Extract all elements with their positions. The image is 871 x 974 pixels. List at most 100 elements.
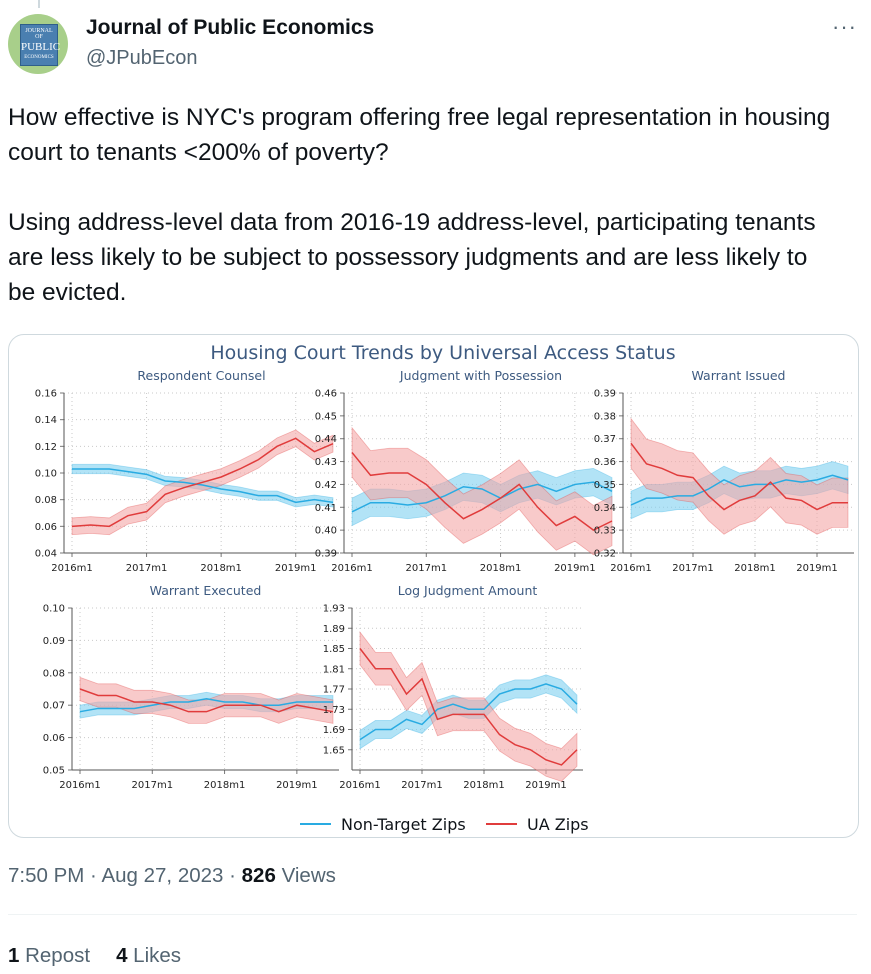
tweet-media-image[interactable]: Housing Court Trends by Universal Access…: [8, 334, 859, 838]
y-tick-label: 1.93: [323, 604, 345, 615]
panel-title: Warrant Issued: [692, 368, 786, 383]
panel-5: Log Judgment Amount 1.65 1.69 1.73 1.77 1.81 1…: [323, 583, 583, 791]
views-label: Views: [275, 864, 336, 887]
reposts-count: 1: [8, 944, 20, 967]
y-tick-label: 0.09: [43, 636, 65, 647]
legend-label-ua: UA Zips: [527, 815, 589, 834]
panel-3: Warrant Issued 0.32 0.33 0.34 0.35 0.36 0.37 0.…: [594, 368, 854, 574]
y-tick-label: 0.10: [43, 604, 65, 615]
journal-cover-logo: JOURNAL OF PUBLIC ECONOMICS: [20, 24, 61, 66]
author-handle[interactable]: @JPubEcon: [86, 47, 198, 69]
y-tick-label: 0.12: [35, 442, 57, 453]
y-tick-label: 0.39: [594, 389, 616, 400]
y-tick-label: 1.81: [323, 664, 345, 675]
non-target-series-line: [630, 474, 849, 506]
y-tick-label: 0.39: [315, 549, 337, 560]
tweet-paragraph-1: How effective is NYC's program offering …: [8, 104, 831, 166]
y-tick-label: 1.65: [323, 745, 345, 756]
y-tick-label: 0.33: [594, 526, 616, 537]
panel-title: Log Judgment Amount: [398, 583, 538, 598]
x-tick-label: 2016m1: [51, 563, 93, 574]
y-tick-label: 0.41: [315, 503, 337, 514]
x-tick-label: 2019m1: [276, 780, 318, 791]
y-tick-label: 0.04: [35, 549, 57, 560]
tweet-text: How effective is NYC's program offering …: [8, 100, 838, 310]
x-tick-label: 2016m1: [331, 563, 373, 574]
panel-title: Respondent Counsel: [137, 368, 265, 383]
x-tick-label: 2017m1: [672, 563, 714, 574]
x-tick-label: 2019m1: [525, 780, 567, 791]
tweet-meta: 7:50 PM · Aug 27, 2023 · 826 Views: [8, 864, 336, 888]
y-tick-label: 0.34: [594, 503, 616, 514]
y-tick-label: 1.85: [323, 644, 345, 655]
y-tick-label: 0.08: [35, 495, 57, 506]
x-tick-label: 2016m1: [59, 780, 101, 791]
tweet-time[interactable]: 7:50 PM: [8, 864, 85, 887]
y-tick-label: 0.44: [315, 434, 337, 445]
avatar-text-3: ECONOMICS: [24, 55, 54, 60]
x-tick-label: 2019m1: [275, 563, 317, 574]
y-tick-label: 0.07: [43, 701, 65, 712]
x-tick-label: 2018m1: [463, 780, 505, 791]
y-tick-label: 0.05: [43, 766, 65, 777]
x-tick-label: 2018m1: [200, 563, 242, 574]
ua-confidence-band: [359, 630, 578, 782]
y-tick-label: 0.43: [315, 457, 337, 468]
y-tick-label: 0.36: [594, 457, 616, 468]
y-tick-label: 0.38: [594, 411, 616, 422]
x-tick-label: 2019m1: [796, 563, 838, 574]
likes-link[interactable]: 4 Likes: [116, 944, 181, 967]
ua-series-line: [630, 442, 848, 511]
non-target-series-line: [351, 481, 613, 513]
x-tick-label: 2016m1: [610, 563, 652, 574]
non-target-series-line: [359, 683, 578, 741]
ua-series-line: [71, 437, 334, 528]
y-tick-label: 0.16: [35, 389, 57, 400]
figure-legend: Non-Target Zips UA Zips: [300, 815, 589, 834]
reposts-label: Repost: [19, 944, 91, 967]
ua-series-line: [359, 648, 578, 766]
likes-label: Likes: [127, 944, 182, 967]
x-tick-label: 2017m1: [126, 563, 168, 574]
panel-title: Judgment with Possession: [399, 368, 562, 383]
ua-series-line: [79, 688, 334, 713]
ua-confidence-band: [79, 676, 334, 724]
y-tick-label: 0.10: [35, 469, 57, 480]
tweet-date[interactable]: Aug 27, 2023: [101, 864, 224, 887]
author-name[interactable]: Journal of Public Economics: [86, 16, 375, 39]
avatar-text-1: JOURNAL OF: [25, 28, 53, 40]
x-tick-label: 2018m1: [204, 780, 246, 791]
ua-confidence-band: [351, 426, 613, 556]
more-options-icon[interactable]: ···: [832, 14, 857, 39]
y-tick-label: 1.77: [323, 685, 345, 696]
tweet-paragraph-2: Using address-level data from 2016-19 ad…: [8, 209, 816, 306]
x-tick-label: 2019m1: [554, 563, 596, 574]
y-tick-label: 0.45: [315, 411, 337, 422]
ua-series-line: [351, 451, 613, 532]
y-tick-label: 0.06: [35, 522, 57, 533]
y-tick-label: 0.37: [594, 434, 616, 445]
ua-confidence-band: [630, 417, 849, 535]
x-tick-label: 2017m1: [401, 780, 443, 791]
engagement-stats: 1 Repost 4 Likes: [8, 944, 181, 968]
y-tick-label: 1.73: [323, 705, 345, 716]
panel-title: Warrant Executed: [150, 583, 262, 598]
x-tick-label: 2016m1: [339, 780, 381, 791]
y-tick-label: 0.46: [315, 389, 337, 400]
thread-connector: [38, 0, 40, 8]
avatar[interactable]: JOURNAL OF PUBLIC ECONOMICS: [8, 14, 68, 74]
likes-count: 4: [116, 944, 128, 967]
non-target-series-line: [79, 697, 333, 713]
panel-4: Warrant Executed 0.05 0.06 0.07 0.08 0.09 0.10…: [43, 583, 339, 791]
reposts-link[interactable]: 1 Repost: [8, 944, 90, 967]
y-tick-label: 0.35: [594, 480, 616, 491]
x-tick-label: 2017m1: [406, 563, 448, 574]
y-tick-label: 1.89: [323, 624, 345, 635]
y-tick-label: 1.69: [323, 725, 345, 736]
meta-separator: ·: [84, 864, 102, 887]
x-tick-label: 2018m1: [734, 563, 776, 574]
y-tick-label: 0.14: [35, 415, 57, 426]
x-tick-label: 2017m1: [132, 780, 174, 791]
meta-separator: ·: [223, 864, 242, 887]
avatar-text-2: PUBLIC: [21, 41, 61, 53]
